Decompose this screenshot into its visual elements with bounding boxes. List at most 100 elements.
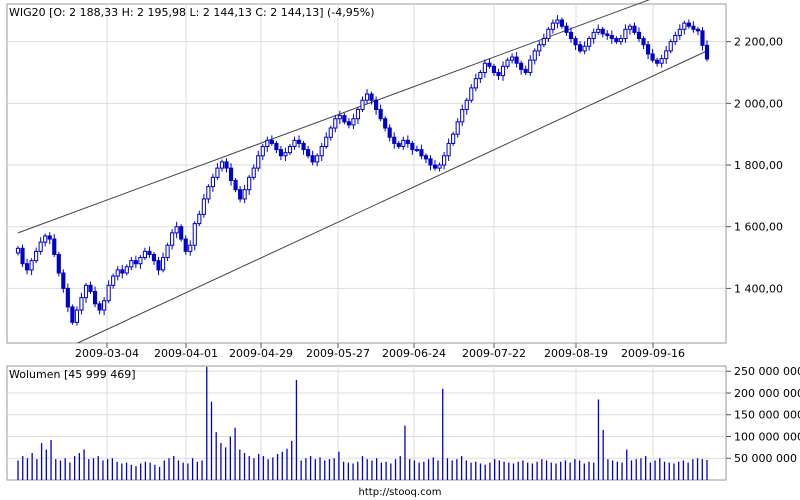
candle-body — [342, 115, 347, 123]
candle-body — [537, 44, 542, 52]
candle-body — [238, 189, 243, 200]
candle-body — [247, 176, 252, 191]
candle-body — [704, 44, 710, 60]
candle-body — [428, 158, 433, 166]
candle-body — [519, 62, 524, 70]
candle-body — [437, 164, 442, 169]
candle-body — [401, 139, 406, 148]
candle-body — [97, 303, 102, 311]
candle-body — [510, 56, 515, 61]
candle-body — [333, 118, 338, 129]
candle-body — [283, 152, 288, 157]
candle-body — [324, 136, 329, 148]
candle-body — [432, 164, 438, 169]
candle-body — [269, 139, 274, 144]
candle-body — [645, 44, 651, 55]
candle-body — [328, 127, 333, 138]
candle-body — [106, 284, 111, 302]
candle-body — [315, 155, 320, 163]
candle-body — [256, 155, 261, 169]
candle-body — [500, 65, 506, 77]
candle-body — [61, 272, 66, 289]
candle-body — [396, 142, 401, 148]
volume-y-axis: 50 000 000 100 000 000 150 000 000 200 000 … — [726, 365, 800, 465]
candle-body — [369, 93, 374, 101]
candle-body — [664, 50, 669, 60]
candle-body — [165, 244, 170, 259]
candle-body — [151, 253, 157, 262]
candle-body — [355, 108, 361, 120]
price-plot-frame — [6, 3, 727, 344]
candle-body — [605, 33, 610, 36]
candle-body — [650, 53, 655, 61]
candle-body — [346, 121, 351, 126]
candle-body — [523, 68, 528, 73]
candle-body — [568, 31, 574, 40]
candle-body — [491, 65, 497, 73]
volume-y-tick-label: 50 000 000 — [734, 452, 797, 465]
candle-body — [142, 250, 147, 259]
candle-body — [632, 25, 637, 33]
candle-body — [582, 45, 587, 52]
candle-body — [219, 161, 225, 169]
candle-body — [206, 186, 211, 200]
candle-body — [600, 28, 605, 35]
candle-body — [364, 93, 370, 101]
candle-body — [147, 250, 152, 255]
volume-plot-frame — [6, 365, 727, 481]
candle-body — [215, 167, 220, 178]
candle-body — [487, 62, 492, 67]
candle-body — [79, 297, 84, 311]
candle-body — [623, 28, 628, 40]
volume-grid — [7, 366, 726, 480]
candle-body — [133, 260, 138, 265]
candle-body — [296, 139, 302, 144]
price-x-axis: 2009-03-04 2009-04-01 2009-04-29 2009-05-27… — [75, 343, 685, 360]
candle-body — [233, 179, 238, 191]
candle-body — [451, 133, 456, 144]
x-tick-label: 2009-08-19 — [544, 347, 608, 360]
x-tick-label: 2009-03-04 — [75, 347, 139, 360]
candle-body — [242, 189, 247, 200]
candle-body — [228, 167, 234, 181]
candle-body — [695, 28, 701, 32]
candle-body — [351, 118, 356, 126]
candle-body — [627, 25, 633, 30]
candle-body — [387, 127, 392, 138]
candle-body — [609, 34, 614, 40]
candle-body — [464, 99, 469, 110]
price-y-tick-label: 1 400,00 — [734, 282, 783, 295]
candle-body — [188, 244, 193, 252]
volume-y-tick-label: 100 000 000 — [734, 430, 800, 443]
volume-bars — [17, 366, 708, 480]
candle-body — [668, 41, 673, 52]
x-tick-label: 2009-09-16 — [621, 347, 685, 360]
candle-body — [478, 71, 483, 80]
x-tick-label: 2009-07-22 — [462, 347, 526, 360]
candle-body — [274, 142, 279, 151]
candle-body — [301, 142, 306, 151]
candle-body — [306, 149, 311, 157]
x-tick-label: 2009-06-24 — [382, 347, 446, 360]
candle-body — [192, 223, 197, 246]
candle-body — [38, 241, 43, 252]
price-panel: WIG20 [O: 2 188,33 H: 2 195,98 L: 2 144,… — [6, 0, 783, 360]
price-y-tick-label: 2 000,00 — [734, 97, 783, 110]
candle-body — [224, 161, 229, 169]
candle-body — [115, 269, 120, 277]
price-header: WIG20 [O: 2 188,33 H: 2 195,98 L: 2 144,… — [9, 6, 375, 19]
volume-y-tick-label: 200 000 000 — [734, 387, 800, 400]
candle-body — [260, 146, 265, 157]
candle-body — [550, 22, 555, 30]
candle-body — [124, 266, 129, 274]
candle-body — [473, 78, 478, 89]
source-url[interactable]: http://stooq.com — [359, 487, 442, 498]
candle-body — [129, 260, 134, 268]
candle-body — [15, 247, 21, 254]
candle-body — [392, 136, 397, 144]
candle-body — [591, 31, 596, 40]
candle-body — [265, 139, 270, 148]
candle-body — [24, 263, 30, 271]
candle-body — [102, 300, 107, 311]
candle-body — [319, 146, 324, 157]
